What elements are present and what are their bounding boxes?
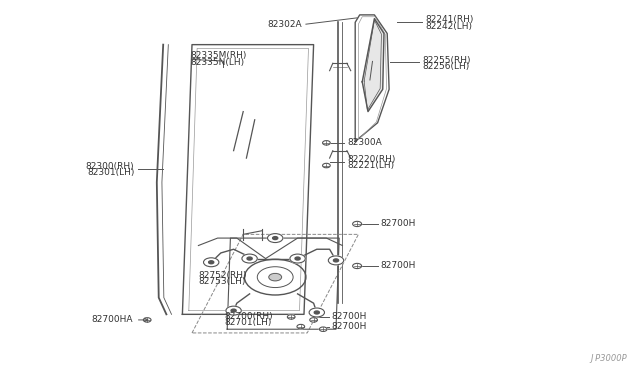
Text: 82335N(LH): 82335N(LH): [191, 58, 245, 67]
Circle shape: [328, 256, 344, 265]
Circle shape: [353, 263, 362, 269]
Text: 82700H: 82700H: [332, 312, 367, 321]
Circle shape: [290, 254, 305, 263]
Text: 82300(RH): 82300(RH): [86, 162, 134, 171]
Text: 82241(RH): 82241(RH): [426, 15, 474, 24]
Circle shape: [242, 254, 257, 263]
Text: 82700H: 82700H: [381, 219, 416, 228]
Text: 82302A: 82302A: [268, 20, 302, 29]
Circle shape: [323, 141, 330, 145]
Text: 82221(LH): 82221(LH): [347, 161, 394, 170]
Circle shape: [314, 311, 319, 314]
Text: 82301(LH): 82301(LH): [87, 168, 134, 177]
Circle shape: [143, 318, 151, 322]
Text: 82700HA: 82700HA: [91, 315, 132, 324]
Polygon shape: [362, 19, 384, 112]
Circle shape: [353, 221, 362, 227]
Circle shape: [297, 324, 305, 329]
Circle shape: [323, 163, 330, 168]
Circle shape: [268, 234, 283, 243]
Circle shape: [333, 259, 339, 262]
Text: 82255(RH): 82255(RH): [422, 56, 471, 65]
Circle shape: [310, 318, 317, 322]
Text: 82242(LH): 82242(LH): [426, 22, 472, 31]
Text: 82300A: 82300A: [347, 138, 381, 147]
Circle shape: [209, 261, 214, 264]
Text: 82752(RH): 82752(RH): [198, 271, 247, 280]
Text: 82700(RH): 82700(RH): [224, 312, 273, 321]
Text: 82700H: 82700H: [332, 322, 367, 331]
Circle shape: [226, 306, 241, 315]
Text: 82753(LH): 82753(LH): [198, 277, 246, 286]
Circle shape: [309, 308, 324, 317]
Circle shape: [295, 257, 300, 260]
Circle shape: [269, 273, 282, 281]
Text: 82700H: 82700H: [381, 262, 416, 270]
Text: 82220(RH): 82220(RH): [347, 155, 396, 164]
Text: 82701(LH): 82701(LH): [224, 318, 271, 327]
Circle shape: [319, 327, 327, 331]
Text: 82256(LH): 82256(LH): [422, 62, 470, 71]
Circle shape: [231, 309, 236, 312]
Text: 82335M(RH): 82335M(RH): [191, 51, 247, 60]
Text: J P3000P: J P3000P: [591, 354, 627, 363]
Circle shape: [204, 258, 219, 267]
Circle shape: [273, 237, 278, 240]
Circle shape: [247, 257, 252, 260]
Circle shape: [287, 315, 295, 319]
